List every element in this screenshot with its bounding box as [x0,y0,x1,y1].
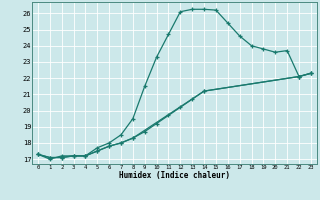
X-axis label: Humidex (Indice chaleur): Humidex (Indice chaleur) [119,171,230,180]
